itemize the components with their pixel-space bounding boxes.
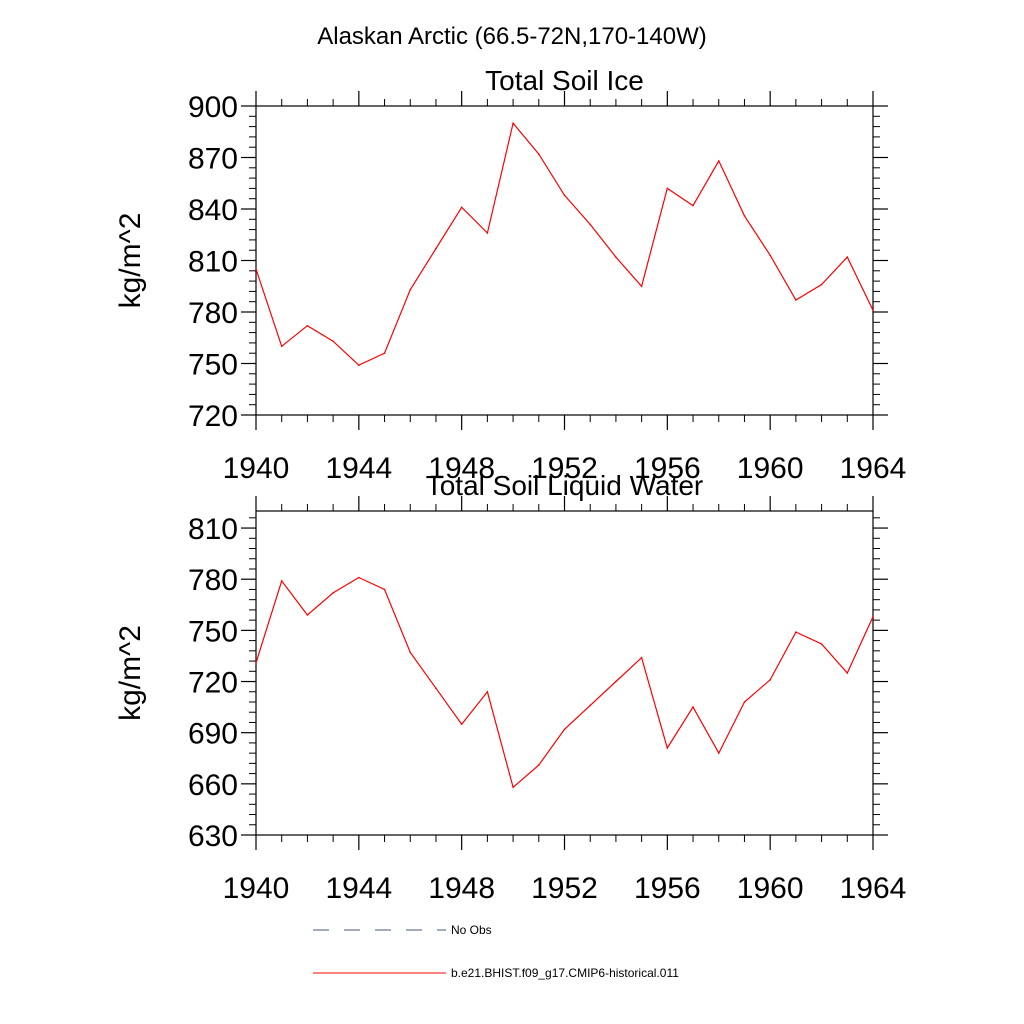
x-tick-label: 1948 [428, 452, 495, 485]
data-point [640, 656, 643, 659]
y-axis-label: kg/m^2 [114, 213, 147, 309]
data-point [589, 704, 592, 707]
data-point [435, 687, 437, 690]
data-point [846, 672, 849, 674]
data-point [743, 215, 746, 217]
data-point [743, 701, 746, 703]
y-tick-label: 720 [188, 667, 238, 700]
data-point [332, 340, 334, 342]
x-tick-label: 1940 [223, 452, 290, 485]
data-point [383, 588, 386, 591]
chart-panel-2: Total Soil Liquid Water kg/m^2 630 660 690 72… [114, 470, 906, 905]
data-point [666, 187, 669, 190]
x-tick-label: 1948 [428, 872, 495, 905]
data-point [717, 160, 720, 162]
x-tick-label: 1952 [531, 452, 598, 485]
data-point [435, 247, 437, 250]
plot-frame [255, 510, 874, 836]
data-point [872, 615, 874, 618]
x-tick-label: 1952 [531, 872, 598, 905]
x-tick-label: 1956 [634, 452, 701, 485]
data-point [537, 764, 540, 766]
data-point [717, 752, 720, 754]
series-line-1 [255, 576, 874, 789]
y-tick-label: 780 [188, 564, 238, 597]
chart-panels: Total Soil Ice kg/m^2 720 750 780 810 840 870 90… [114, 65, 906, 905]
data-point [460, 206, 463, 209]
y-tick-label: 660 [188, 769, 238, 802]
data-point [280, 580, 283, 582]
data-point [563, 194, 566, 197]
y-tick-label: 870 [188, 143, 238, 176]
legend: No Obs b.e21.BHIST.f09_g17.CMIP6-historic… [313, 923, 679, 980]
chart-title: Total Soil Liquid Water [426, 470, 704, 501]
data-point [332, 592, 334, 594]
y-tick-label: 900 [188, 91, 238, 124]
data-point [872, 309, 874, 312]
data-point [692, 706, 694, 708]
data-point [692, 204, 694, 207]
y-axis-label: kg/m^2 [114, 625, 147, 721]
data-point [512, 122, 514, 124]
plot-frame [255, 105, 874, 416]
x-tick-label: 1940 [223, 872, 290, 905]
x-tick-label: 1956 [634, 872, 701, 905]
figure-suptitle: Alaskan Arctic (66.5-72N,170-140W) [317, 23, 707, 50]
data-point [358, 576, 360, 579]
data-point [409, 651, 412, 654]
data-point [409, 288, 412, 291]
data-point [769, 679, 771, 681]
data-point [820, 283, 823, 286]
y-tick-label: 720 [188, 400, 238, 433]
data-point [306, 324, 309, 327]
y-tick-label: 810 [188, 513, 238, 546]
y-tick-label: 810 [188, 246, 238, 279]
data-point [486, 232, 489, 234]
data-point [795, 631, 797, 633]
chart-title: Total Soil Ice [485, 65, 644, 96]
y-tick-label: 750 [188, 349, 238, 382]
series-line-1 [255, 121, 874, 366]
data-point [512, 786, 514, 789]
x-tick-label: 1964 [840, 452, 907, 485]
y-tick-label: 630 [188, 820, 238, 853]
y-tick-label: 690 [188, 718, 238, 751]
data-point [460, 723, 463, 725]
x-tick-label: 1960 [737, 872, 804, 905]
data-point [589, 223, 592, 226]
data-point [537, 153, 540, 155]
data-point [306, 614, 309, 616]
data-point [255, 268, 257, 270]
data-point [820, 643, 823, 645]
data-point [615, 680, 617, 683]
legend-label: b.e21.BHIST.f09_g17.CMIP6-historical.011 [451, 966, 679, 980]
x-tick-label: 1964 [840, 872, 907, 905]
data-point [255, 661, 257, 664]
y-tick-label: 750 [188, 615, 238, 648]
data-point [358, 364, 360, 367]
x-tick-label: 1960 [737, 452, 804, 485]
y-tick-label: 780 [188, 297, 238, 330]
x-tick-label: 1944 [325, 872, 392, 905]
data-point [846, 256, 849, 258]
x-tick-label: 1944 [325, 452, 392, 485]
data-point [666, 747, 669, 749]
data-point [563, 728, 566, 731]
y-tick-label: 840 [188, 194, 238, 227]
data-point [383, 352, 386, 355]
data-point [640, 285, 643, 288]
data-point [280, 345, 283, 348]
legend-label: No Obs [451, 923, 492, 937]
data-point [795, 299, 797, 301]
data-point [615, 256, 617, 258]
data-point [769, 254, 771, 257]
data-point [486, 690, 489, 693]
chart-panel-1: Total Soil Ice kg/m^2 720 750 780 810 840 870 90… [114, 65, 906, 485]
